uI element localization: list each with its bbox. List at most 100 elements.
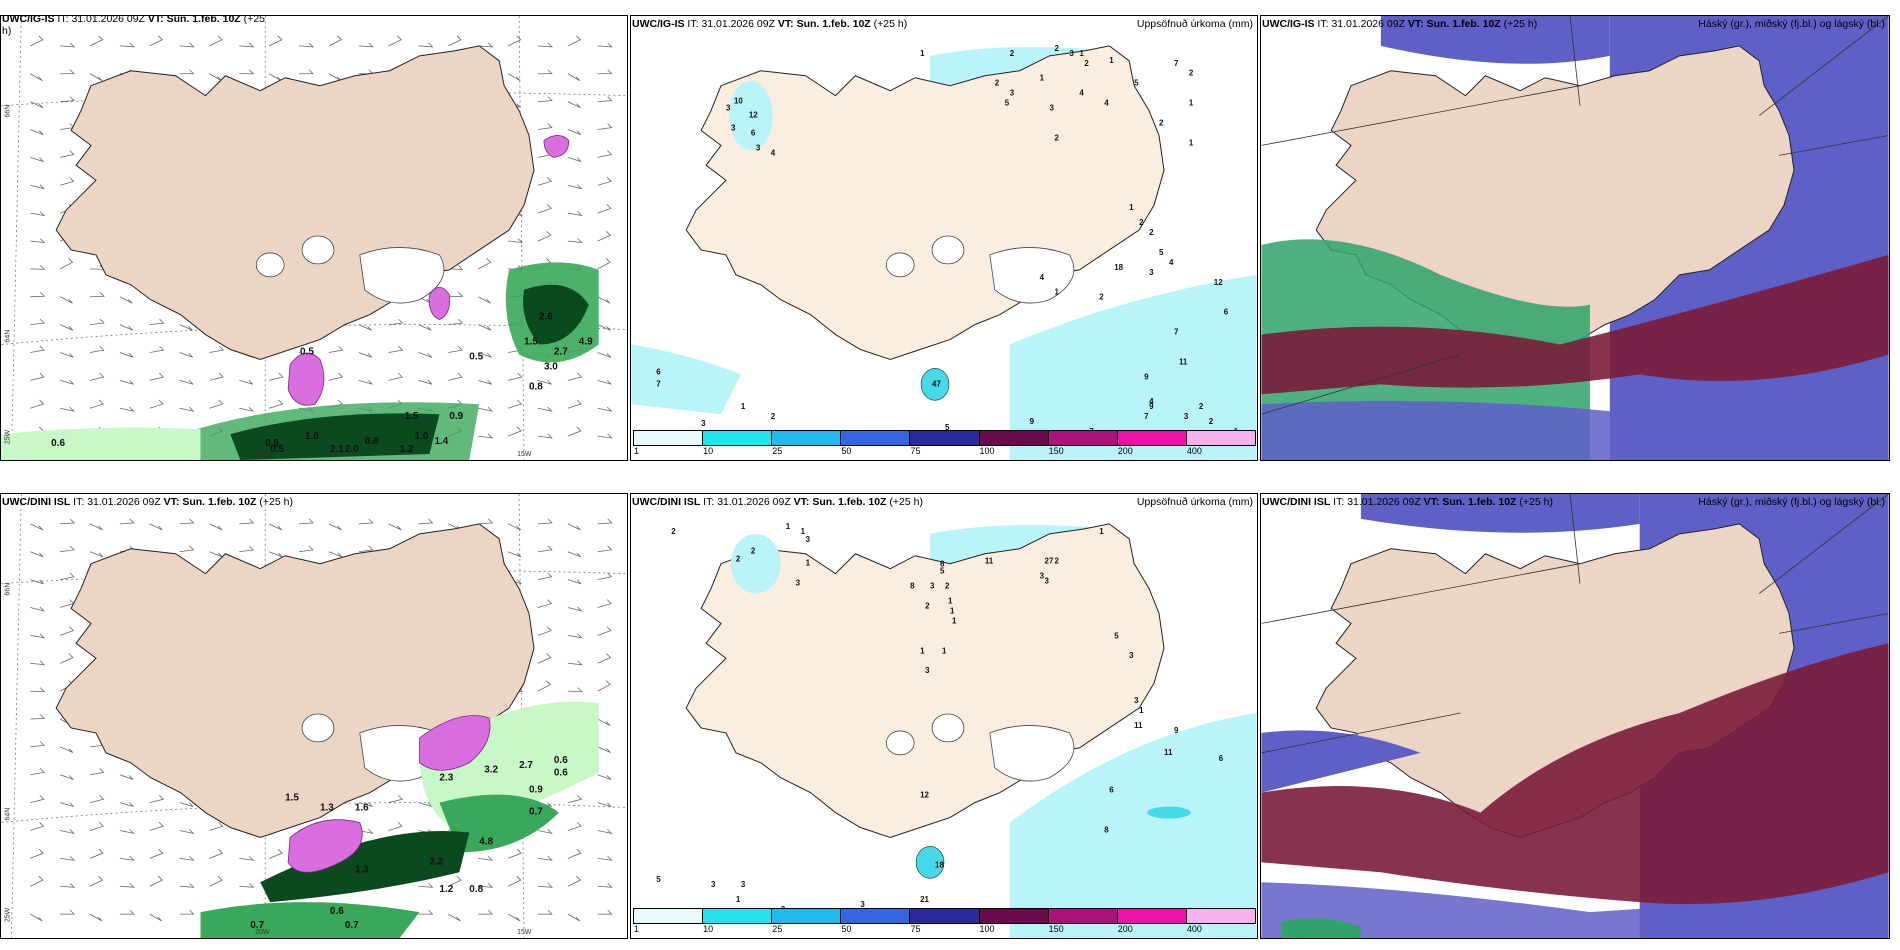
wind-barb bbox=[239, 69, 255, 75]
wind-barb bbox=[60, 545, 75, 553]
wind-barb bbox=[507, 875, 522, 887]
wind-barb bbox=[30, 794, 45, 803]
wind-barb bbox=[209, 345, 225, 353]
value-label: 1.3 bbox=[320, 803, 334, 814]
precip-field bbox=[200, 701, 599, 938]
value-label: 1 bbox=[1129, 203, 1134, 212]
wind-barb bbox=[149, 794, 165, 803]
wind-barb bbox=[597, 123, 613, 130]
panel-title: UWC/IG-IS IT: 31.01.2026 09Z VT: Sun. 1.… bbox=[632, 18, 907, 30]
wind-barb bbox=[537, 433, 553, 439]
wind-barb bbox=[597, 379, 612, 385]
it-label: IT: bbox=[703, 496, 715, 508]
value-label: 1 bbox=[942, 646, 947, 655]
wind-barb bbox=[30, 73, 43, 82]
wind-barb bbox=[119, 352, 134, 358]
value-label: 2 bbox=[736, 555, 741, 564]
panel-title: UWC/IG-IS IT: 31.01.2026 09Z VT: Sun. 1.… bbox=[1262, 18, 1537, 30]
wind-barb bbox=[30, 821, 45, 831]
value-label: 4 bbox=[1149, 397, 1154, 406]
wind-barb bbox=[597, 42, 613, 48]
wind-barb bbox=[239, 545, 255, 553]
value-label: 1.3 bbox=[355, 864, 369, 875]
wind-barb bbox=[89, 523, 103, 531]
wind-barb bbox=[478, 258, 492, 270]
wind-barb bbox=[537, 680, 551, 692]
colorbar-tick-label: 400 bbox=[1186, 446, 1202, 456]
value-label: 10 bbox=[734, 97, 743, 106]
wind-barb bbox=[388, 35, 402, 47]
value-label: 1 bbox=[920, 646, 925, 655]
wind-barb bbox=[537, 518, 553, 525]
wind-barb bbox=[60, 42, 76, 48]
value-label: 1 bbox=[1139, 706, 1144, 715]
value-label: 6 bbox=[1219, 754, 1224, 763]
wind-barb bbox=[89, 318, 105, 326]
value-label: 1 bbox=[1109, 56, 1114, 65]
wind-barb bbox=[597, 572, 613, 581]
wind-barb bbox=[537, 909, 553, 915]
value-label: 12 bbox=[749, 111, 758, 120]
value-label: 12 bbox=[920, 791, 929, 800]
wind-barb bbox=[119, 829, 135, 835]
colorbar-tick-label: 75 bbox=[910, 924, 921, 934]
value-label: 6 bbox=[656, 367, 661, 376]
value-label: 4 bbox=[1040, 273, 1045, 282]
value-label: 3 bbox=[1040, 572, 1045, 581]
wind-barb bbox=[478, 379, 492, 385]
it-label: IT: bbox=[73, 496, 85, 508]
wind-barb bbox=[149, 318, 165, 326]
panel-variable: Uppsöfnuð úrkoma (mm) bbox=[1136, 18, 1253, 30]
wind-barb bbox=[597, 680, 611, 692]
it-label: IT: bbox=[687, 18, 699, 30]
colorbar-swatch bbox=[840, 430, 911, 446]
axis-labels: 66N 64N 25W 20W 15W bbox=[4, 583, 531, 936]
wind-barb bbox=[30, 291, 46, 298]
value-label: 1 bbox=[736, 895, 741, 904]
lat-label-25w: 25W bbox=[4, 429, 11, 444]
value-label: 5 bbox=[940, 567, 945, 576]
snow-field bbox=[287, 135, 570, 406]
value-label: 1 bbox=[1055, 288, 1060, 297]
panel-title: UWC/IG-IS IT: 31.01.2026 09Z VT: Sun. 1.… bbox=[2, 16, 265, 37]
value-label: 3 bbox=[796, 579, 801, 588]
colorbar-swatch bbox=[978, 908, 1049, 924]
value-label: 27 bbox=[1045, 557, 1054, 566]
wind-barb bbox=[239, 518, 255, 525]
low-cloud-north bbox=[1360, 494, 1640, 533]
value-label: 0.9 bbox=[449, 411, 463, 422]
value-label: 2 bbox=[1209, 417, 1214, 426]
wind-barb bbox=[60, 855, 76, 861]
value-label: 5 bbox=[1114, 631, 1119, 640]
value-label: 2.6 bbox=[539, 312, 553, 323]
mid-cloud bbox=[1261, 643, 1889, 905]
it-label: IT: bbox=[1333, 496, 1345, 508]
wind-barb bbox=[537, 599, 553, 608]
value-label: 3.2 bbox=[484, 765, 498, 776]
low-cloud bbox=[1261, 730, 1421, 793]
wind-barb bbox=[328, 551, 343, 558]
precip-blob bbox=[920, 368, 950, 401]
value-label: 2 bbox=[751, 547, 756, 556]
lon-label-15w: 15W bbox=[517, 451, 532, 458]
colorbar-swatch bbox=[1185, 430, 1256, 446]
wind-barb bbox=[507, 848, 522, 859]
wind-barb bbox=[209, 551, 223, 558]
lon-label-20w: 20W bbox=[255, 451, 270, 458]
colorbar-swatch bbox=[1047, 908, 1118, 924]
colorbar-swatch bbox=[1047, 430, 1118, 446]
value-label: 6 bbox=[1109, 786, 1114, 795]
wind-barb bbox=[30, 913, 43, 922]
wind-barb bbox=[567, 913, 581, 922]
wind-barb bbox=[567, 211, 583, 217]
value-label: 11 bbox=[985, 557, 994, 566]
value-label: 1 bbox=[1040, 74, 1045, 83]
value-label: 0.6 bbox=[51, 438, 65, 449]
value-label: 4.8 bbox=[479, 836, 493, 847]
wind-barb bbox=[567, 399, 582, 409]
lon-label-20w: 20W bbox=[255, 929, 270, 936]
wind-barb bbox=[30, 687, 46, 693]
value-label: 0.7 bbox=[529, 807, 543, 818]
value-label: 1.4 bbox=[434, 436, 448, 447]
cumulative-precip-panel-dini: 2 1 1 3 2 2 3 1 6 5 11 27 8 3 2 1 2 1 1 1 1 3 2 1 3 3 5 3 3 1 11 9 11 6 6 8… bbox=[630, 493, 1258, 939]
